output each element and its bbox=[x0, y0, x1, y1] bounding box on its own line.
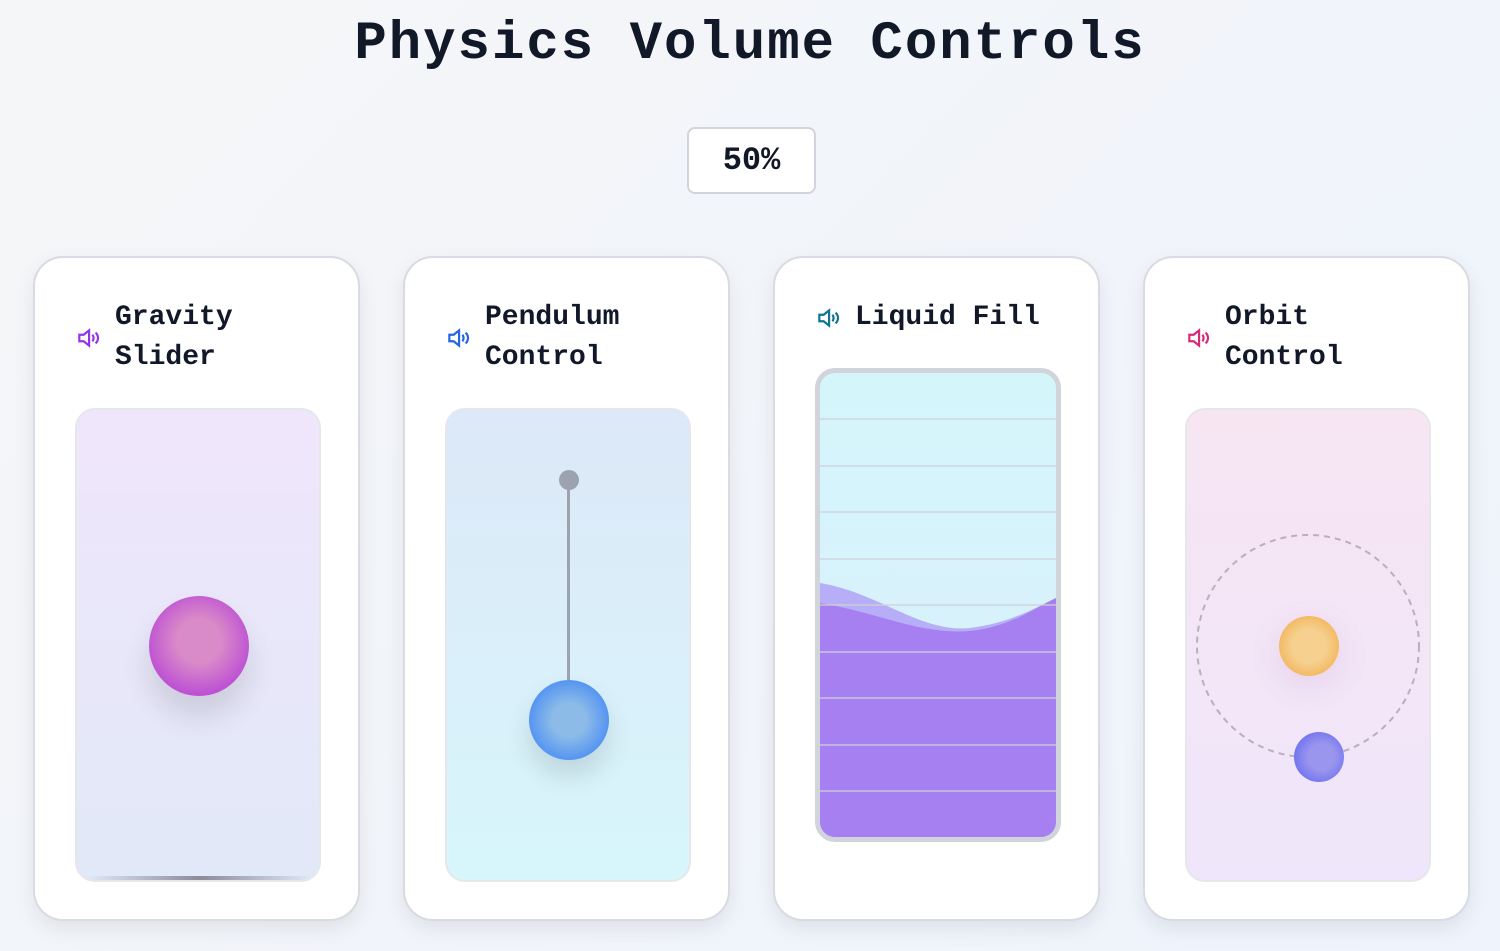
orbit-path bbox=[1196, 534, 1420, 758]
page-title: Physics Volume Controls bbox=[354, 14, 1146, 75]
card-title-line2: Control bbox=[1225, 342, 1343, 373]
card-title-line1: Orbit bbox=[1225, 302, 1310, 333]
orbit-control-card: Orbit Control bbox=[1143, 256, 1470, 921]
pendulum-rod bbox=[567, 480, 570, 680]
card-title-line2: Control bbox=[485, 342, 603, 373]
speaker-icon bbox=[818, 308, 840, 328]
card-title-line1: Pendulum bbox=[485, 302, 620, 333]
volume-display: 50% bbox=[687, 127, 816, 194]
gravity-slider-card: Gravity Slider bbox=[33, 256, 360, 921]
speaker-icon bbox=[448, 328, 470, 348]
orbit-track[interactable] bbox=[1185, 408, 1431, 882]
card-title-line2: Slider bbox=[115, 342, 216, 373]
pendulum-track[interactable] bbox=[445, 408, 691, 882]
gravity-slider-track[interactable] bbox=[75, 408, 321, 882]
liquid-fill-card: Liquid Fill bbox=[773, 256, 1100, 921]
liquid-wave-front bbox=[820, 598, 1056, 837]
level-gridlines bbox=[820, 418, 1056, 792]
liquid-fill bbox=[820, 418, 1056, 837]
card-title-line1: Gravity bbox=[115, 302, 233, 333]
gravity-ball-handle[interactable] bbox=[149, 596, 249, 696]
ground-shadow bbox=[87, 876, 313, 880]
card-title-line1: Liquid Fill bbox=[855, 302, 1040, 333]
liquid-container[interactable] bbox=[815, 368, 1061, 842]
orbit-planet-handle[interactable] bbox=[1294, 732, 1344, 782]
pendulum-bob-handle[interactable] bbox=[529, 680, 609, 760]
speaker-icon bbox=[1188, 328, 1210, 348]
speaker-icon bbox=[78, 328, 100, 348]
pendulum-control-card: Pendulum Control bbox=[403, 256, 730, 921]
sun bbox=[1279, 616, 1339, 676]
